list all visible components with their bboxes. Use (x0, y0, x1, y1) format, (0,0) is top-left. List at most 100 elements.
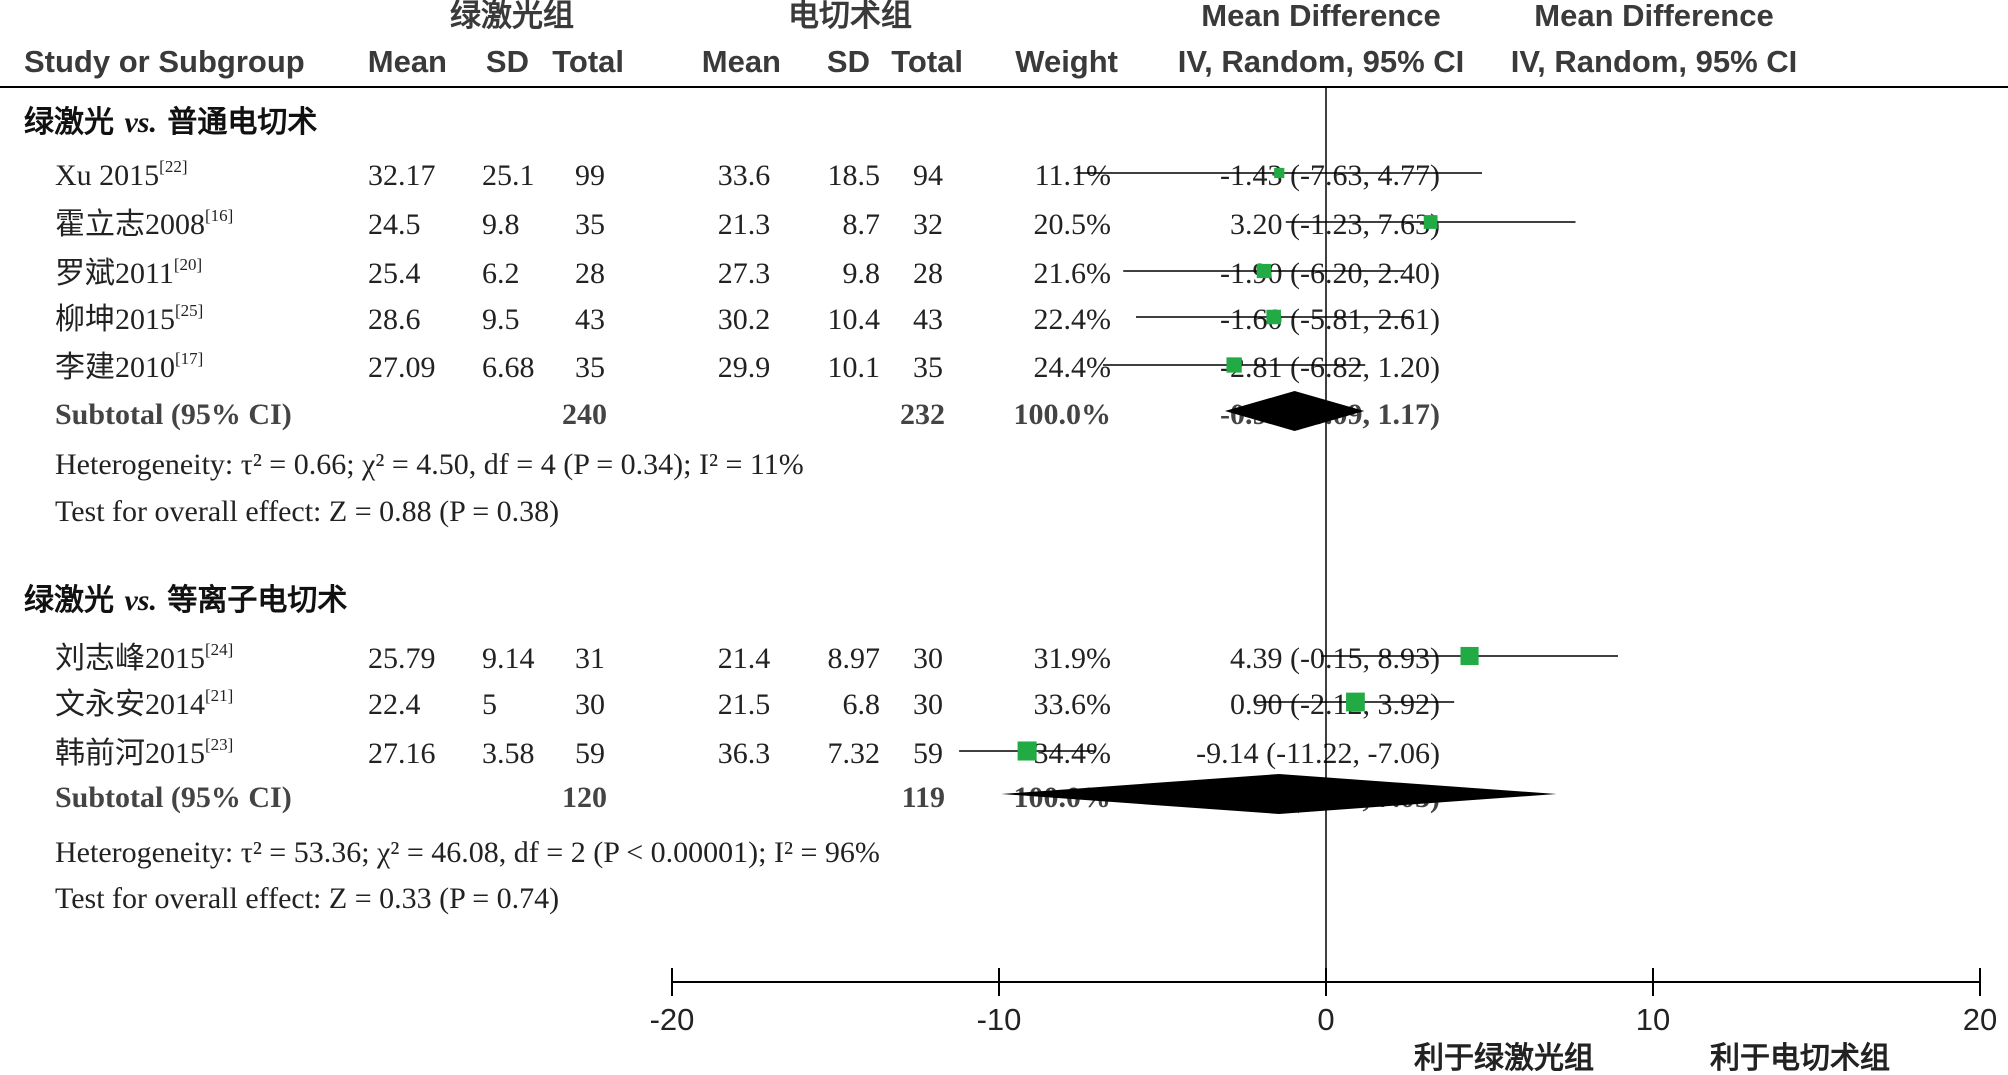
mean-group2: 30.2 (718, 303, 771, 336)
mean1-header: Mean (368, 44, 447, 79)
mean-group1: 25.79 (368, 642, 436, 675)
sd-group1: 3.58 (482, 737, 535, 770)
study-column-header: Study or Subgroup (24, 44, 305, 79)
study-name: 李建2010[17] (55, 349, 203, 384)
weight-value: 24.4% (1034, 351, 1112, 384)
mean-difference-ci: -9.14 (-11.22, -7.06) (1196, 737, 1440, 770)
total-group1: 30 (575, 688, 605, 721)
total-group2: 30 (913, 688, 943, 721)
mean-difference-ci: 0.90 (-2.12, 3.92) (1230, 688, 1440, 721)
effect-marker (1226, 357, 1242, 373)
sd-group1: 6.2 (482, 257, 520, 290)
mean-group1: 27.09 (368, 351, 436, 384)
total-group2: 35 (913, 351, 943, 384)
study-name: 霍立志2008[16] (55, 206, 233, 241)
sd-group1: 6.68 (482, 351, 535, 384)
weight-value: 22.4% (1034, 303, 1112, 336)
favours-left-label: 利于绿激光组 (1414, 1041, 1594, 1075)
study-name: 柳坤2015[25] (55, 301, 203, 336)
effect-marker (1266, 309, 1281, 325)
sd-group1: 9.8 (482, 208, 520, 241)
study-name: Xu 2015[22] (55, 157, 188, 192)
mean-group1: 22.4 (368, 688, 421, 721)
x-axis-tick-label: 0 (1317, 1002, 1334, 1037)
mean-difference-ci: -1.90 (-6.20, 2.40) (1220, 257, 1440, 290)
weight-value: 31.9% (1034, 642, 1112, 675)
study-name: 韩前河2015[23] (55, 735, 233, 770)
mean-group1: 27.16 (368, 737, 436, 770)
total-group2: 32 (913, 208, 943, 241)
sd-group2: 8.7 (843, 208, 881, 241)
study-name: 罗斌2011[20] (55, 255, 202, 290)
subgroup-title: 绿激光 vs. 等离子电切术 (24, 583, 347, 618)
subtotal-diamond (1001, 774, 1557, 814)
sd-group1: 9.5 (482, 303, 520, 336)
subgroup-title: 绿激光 vs. 普通电切术 (24, 105, 317, 140)
weight-header: Weight (1015, 44, 1118, 79)
group1-header: 绿激光组 (450, 0, 574, 33)
plot-column-title: Mean Difference (1534, 0, 1773, 33)
heterogeneity-text: Heterogeneity: τ² = 0.66; χ² = 4.50, df … (55, 448, 804, 481)
total-group1: 43 (575, 303, 605, 336)
mean-difference-ci: -2.81 (-6.82, 1.20) (1220, 351, 1440, 384)
group2-header: 电切术组 (788, 0, 912, 33)
x-axis-tick-label: 10 (1636, 1002, 1670, 1037)
sd-group2: 10.1 (828, 351, 881, 384)
total-group1: 31 (575, 642, 605, 675)
x-axis-tick-label: 20 (1963, 1002, 1997, 1037)
effect-marker (1346, 692, 1365, 712)
md-column-method: IV, Random, 95% CI (1178, 44, 1465, 79)
sd2-header: SD (827, 44, 870, 79)
effect-marker (1274, 167, 1285, 179)
mean-group2: 21.5 (718, 688, 771, 721)
mean-group2: 21.3 (718, 208, 771, 241)
mean-difference-ci: -1.60 (-5.81, 2.61) (1220, 303, 1440, 336)
study-name: 文永安2014[21] (55, 686, 233, 721)
mean-group1: 28.6 (368, 303, 421, 336)
effect-marker (1460, 646, 1479, 666)
mean-group2: 33.6 (718, 159, 771, 192)
subtotal-weight: 100.0% (1014, 398, 1112, 431)
mean-difference-ci: 3.20 (-1.23, 7.63) (1230, 208, 1440, 241)
sd-group2: 18.5 (828, 159, 881, 192)
total-group1: 28 (575, 257, 605, 290)
weight-value: 11.1% (1035, 159, 1111, 192)
total2-header: Total (891, 44, 963, 79)
subtotal-label: Subtotal (95% CI) (55, 398, 292, 431)
weight-value: 21.6% (1034, 257, 1112, 290)
mean-group1: 24.5 (368, 208, 421, 241)
total-group2: 28 (913, 257, 943, 290)
total-group2: 94 (913, 159, 943, 192)
md-column-title: Mean Difference (1201, 0, 1440, 33)
subtotal-total-group1: 120 (562, 781, 607, 814)
effect-marker (1256, 263, 1271, 279)
plot-column-method: IV, Random, 95% CI (1511, 44, 1798, 79)
mean-difference-ci: 4.39 (-0.15, 8.93) (1230, 642, 1440, 675)
favours-right-label: 利于电切术组 (1710, 1041, 1890, 1075)
subtotal-diamond (1224, 391, 1365, 431)
sd-group1: 5 (482, 688, 497, 721)
total-group2: 30 (913, 642, 943, 675)
mean-group2: 36.3 (718, 737, 771, 770)
total-group1: 35 (575, 351, 605, 384)
total-group1: 35 (575, 208, 605, 241)
subtotal-total-group1: 240 (562, 398, 607, 431)
subtotal-total-group2: 119 (902, 781, 945, 814)
total-group1: 59 (575, 737, 605, 770)
sd-group2: 8.97 (828, 642, 881, 675)
subtotal-label: Subtotal (95% CI) (55, 781, 292, 814)
mean2-header: Mean (702, 44, 781, 79)
effect-marker (1017, 741, 1037, 761)
subtotal-total-group2: 232 (900, 398, 945, 431)
sd-group2: 9.8 (843, 257, 881, 290)
sd-group2: 7.32 (828, 737, 881, 770)
total1-header: Total (552, 44, 624, 79)
total-group1: 99 (575, 159, 605, 192)
x-axis-tick-label: -20 (650, 1002, 695, 1037)
mean-group1: 32.17 (368, 159, 436, 192)
x-axis-tick-label: -10 (977, 1002, 1022, 1037)
sd-group1: 25.1 (482, 159, 535, 192)
sd-group1: 9.14 (482, 642, 535, 675)
overall-effect-text: Test for overall effect: Z = 0.33 (P = 0… (55, 882, 559, 915)
study-name: 刘志峰2015[24] (55, 640, 233, 675)
